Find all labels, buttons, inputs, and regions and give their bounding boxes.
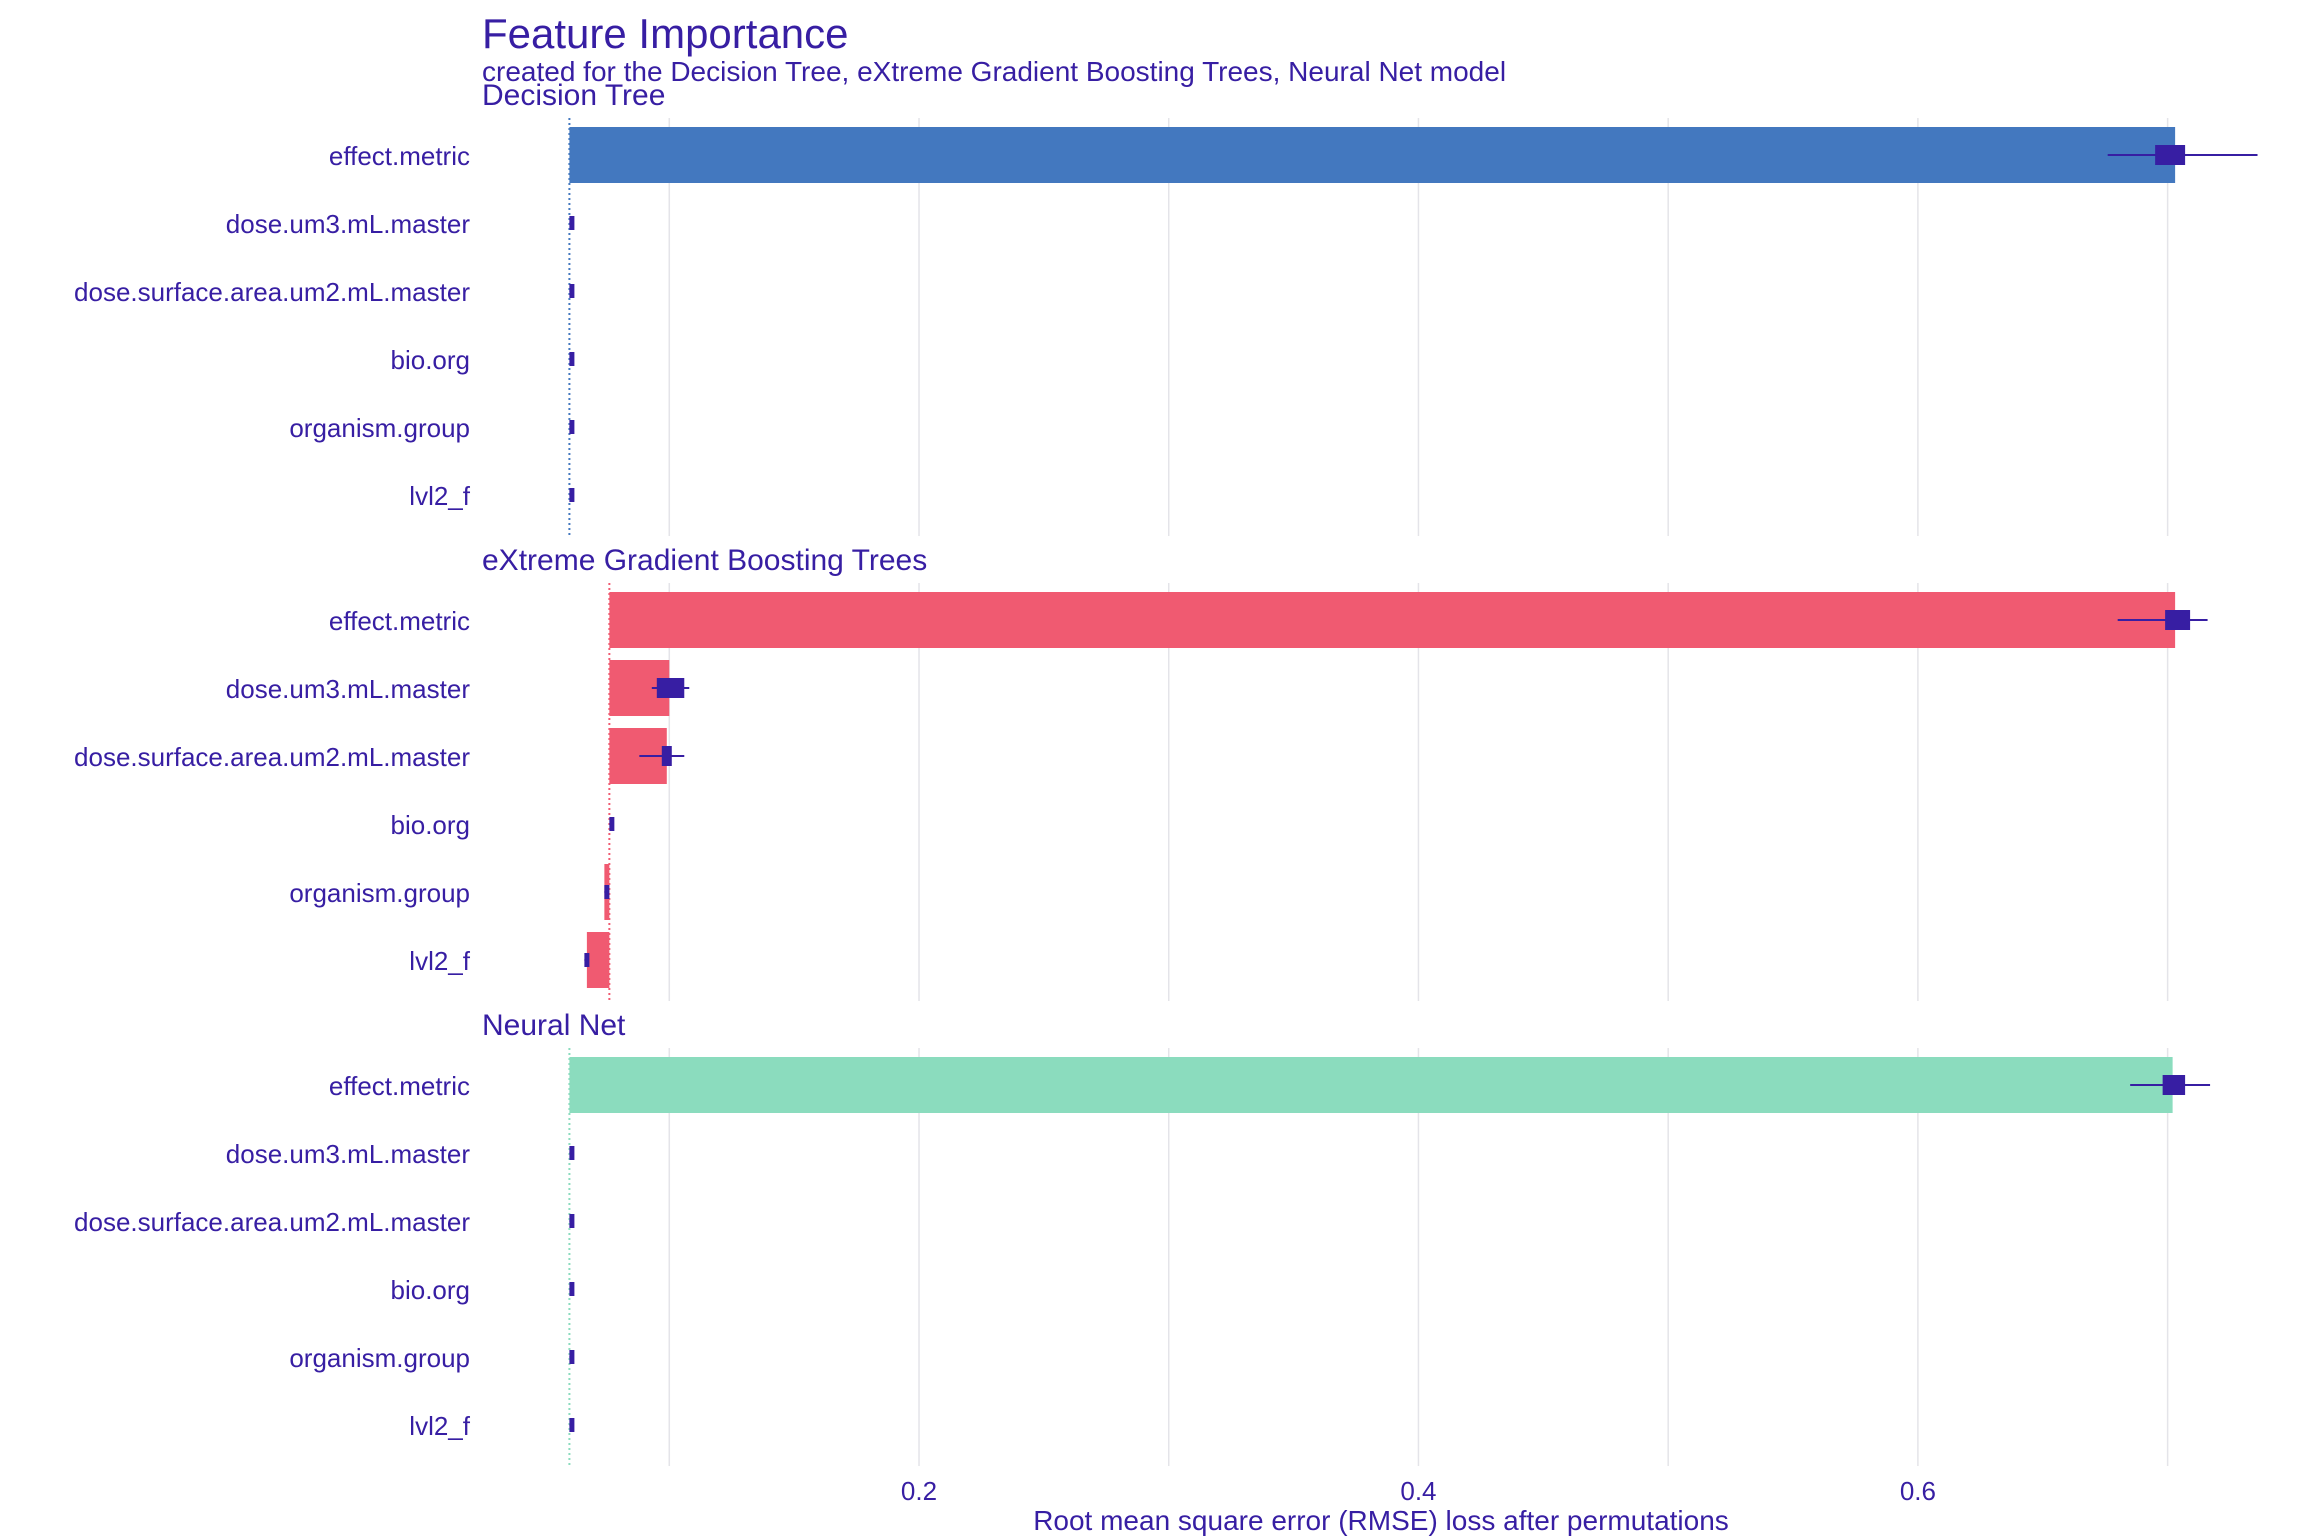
feature-label: lvl2_f	[409, 946, 470, 976]
feature-label: organism.group	[289, 413, 470, 443]
error-box	[609, 817, 615, 831]
panel-title-decision-tree: Decision Tree	[482, 79, 665, 112]
feature-label: dose.um3.mL.master	[226, 1139, 471, 1169]
feature-label: dose.um3.mL.master	[226, 209, 471, 239]
feature-label: dose.surface.area.um2.mL.master	[74, 742, 470, 772]
error-box	[569, 420, 575, 434]
x-tick-label: 0.2	[901, 1476, 937, 1506]
feature-label: effect.metric	[329, 141, 470, 171]
feature-label: organism.group	[289, 878, 470, 908]
feature-label: bio.org	[391, 810, 471, 840]
chart-subtitle: created for the Decision Tree, eXtreme G…	[482, 56, 1507, 87]
error-box	[569, 1214, 575, 1228]
x-tick-label: 0.4	[1400, 1476, 1436, 1506]
error-box	[2165, 610, 2191, 630]
bar-neural-net	[569, 1057, 2173, 1113]
error-box	[569, 1146, 575, 1160]
error-box	[569, 1350, 575, 1364]
feature-label: dose.surface.area.um2.mL.master	[74, 277, 470, 307]
bar-extreme-gradient-boosting-trees	[609, 592, 2176, 648]
error-box	[2162, 1075, 2186, 1095]
feature-label: lvl2_f	[409, 481, 470, 511]
error-box	[569, 1418, 575, 1432]
bar-decision-tree	[569, 127, 2176, 183]
feature-label: bio.org	[391, 345, 471, 375]
feature-label: dose.surface.area.um2.mL.master	[74, 1207, 470, 1237]
error-box	[661, 746, 672, 766]
feature-label: lvl2_f	[409, 1411, 470, 1441]
chart-title: Feature Importance	[482, 10, 849, 57]
error-box	[2155, 145, 2186, 165]
bar-extreme-gradient-boosting-trees	[586, 932, 610, 988]
error-box	[569, 216, 575, 230]
error-box	[604, 885, 610, 899]
error-box	[569, 1282, 575, 1296]
feature-label: dose.um3.mL.master	[226, 674, 471, 704]
x-tick-label: 0.6	[1900, 1476, 1936, 1506]
error-box	[569, 284, 575, 298]
feature-label: bio.org	[391, 1275, 471, 1305]
panel-title-neural-net: Neural Net	[482, 1009, 626, 1042]
error-box	[656, 678, 685, 698]
error-box	[584, 953, 590, 967]
x-axis-label: Root mean square error (RMSE) loss after…	[1033, 1505, 1729, 1536]
error-box	[569, 488, 575, 502]
feature-label: effect.metric	[329, 606, 470, 636]
feature-label: organism.group	[289, 1343, 470, 1373]
error-box	[569, 352, 575, 366]
panel-title-extreme-gradient-boosting-trees: eXtreme Gradient Boosting Trees	[482, 544, 927, 577]
feature-label: effect.metric	[329, 1071, 470, 1101]
